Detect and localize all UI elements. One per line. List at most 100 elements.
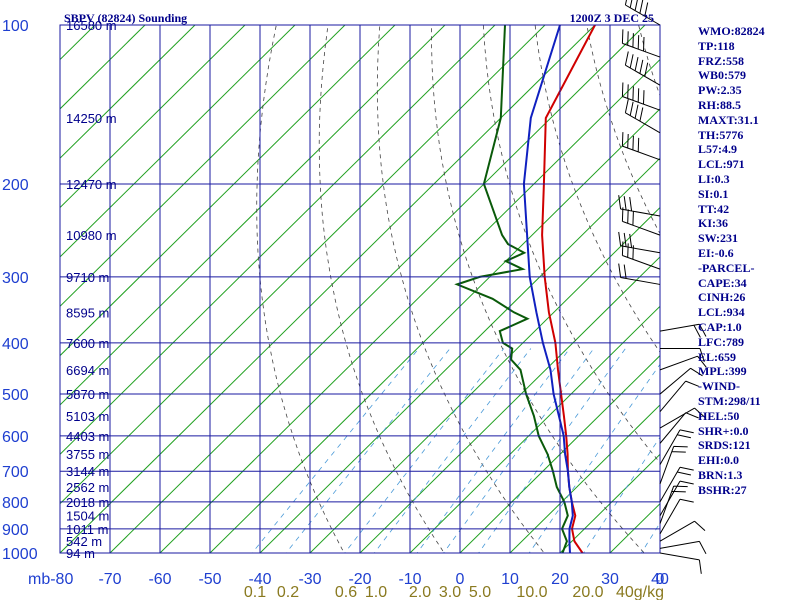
height-label-100: 16580 m — [66, 18, 117, 33]
isotherm--80 — [60, 25, 596, 553]
index-item: HEL:50 — [698, 408, 740, 423]
mixing-ratio-label-4: 2.0 — [409, 584, 431, 600]
dry-adiabat-310 — [431, 25, 645, 553]
index-item: LFC:789 — [698, 334, 744, 349]
wind-barb-11 — [659, 323, 707, 338]
x-tick-20: 20 — [551, 571, 569, 588]
isotherm--130 — [60, 25, 346, 307]
wind-barb-9 — [621, 241, 661, 270]
pressure-tick-100: 100 — [2, 18, 29, 35]
height-label-700: 3144 m — [66, 464, 109, 479]
height-label-600: 4403 m — [66, 429, 109, 444]
index-item: CINH:26 — [698, 290, 746, 305]
pressure-tick-600: 600 — [2, 429, 29, 446]
index-item: SRDS:121 — [698, 438, 751, 453]
chart-time: 1200Z 3 DEC 25 — [570, 11, 654, 25]
isotherm--10 — [409, 305, 660, 553]
index-item: STM:298/11 — [698, 393, 761, 408]
wind-barb-10 — [618, 263, 661, 285]
isotherm-10 — [509, 404, 660, 553]
mixing-ratio-label-3: 1.0 — [365, 584, 387, 600]
height-label-450: 6694 m — [66, 363, 109, 378]
x-tick--20: -20 — [348, 571, 371, 588]
height-label-300: 9710 m — [66, 270, 109, 285]
wind-barb-24 — [659, 520, 706, 542]
index-item: SI:0.1 — [698, 186, 729, 201]
mixing-ratio-label-1: 0.2 — [277, 584, 299, 600]
height-label-850: 1504 m — [66, 509, 109, 524]
index-item: TT:42 — [698, 201, 730, 216]
pressure-tick-300: 300 — [2, 270, 29, 287]
index-item: LCL:934 — [698, 305, 745, 320]
index-item: MPL:399 — [698, 364, 747, 379]
mixing-ratio-line-3 — [373, 348, 532, 553]
wind-barb-25 — [659, 540, 707, 555]
wind-barb-23 — [659, 498, 694, 535]
height-label-650: 3755 m — [66, 447, 109, 462]
index-item: RH:88.5 — [698, 97, 741, 112]
mixing-ratio-line-4 — [416, 348, 571, 553]
x-tick-40: 40 — [651, 571, 669, 588]
height-label-500: 5870 m — [66, 387, 109, 402]
pressure-tick-800: 800 — [2, 495, 29, 512]
pressure-tick-1000: 1000 — [2, 546, 38, 563]
mixing-ratio-line-5 — [443, 348, 595, 553]
index-item: TP:118 — [698, 38, 735, 53]
height-label-800: 2018 m — [66, 495, 109, 510]
height-label-750: 2562 m — [66, 480, 109, 495]
height-label-150: 14250 m — [66, 111, 117, 126]
wind-barb-22 — [659, 485, 688, 524]
index-item: -WIND- — [698, 379, 740, 394]
isotherm--90 — [60, 25, 546, 505]
mixing-ratio-label-5: 3.0 — [439, 584, 461, 600]
mixing-ratio-label-2: 0.6 — [335, 584, 357, 600]
mixing-ratio-line-1 — [285, 348, 451, 553]
dry-adiabat-250 — [256, 25, 345, 553]
x-tick-0: 0 — [456, 571, 465, 588]
dry-adiabat-350 — [534, 25, 660, 353]
index-item: EL:659 — [698, 349, 737, 364]
isotherm-20 — [559, 453, 660, 553]
pressure-tick-500: 500 — [2, 387, 29, 404]
index-item: CAPE:34 — [698, 275, 747, 290]
x-tick-30: 30 — [601, 571, 619, 588]
dry-adiabat-270 — [318, 25, 445, 553]
pressure-tick-200: 200 — [2, 177, 29, 194]
isotherm--40 — [259, 157, 660, 553]
wind-barb-4 — [624, 98, 661, 134]
index-item: KI:36 — [698, 216, 728, 231]
wind-barb-0 — [624, 0, 661, 26]
isotherm--140 — [60, 25, 296, 258]
wind-barb-3 — [621, 82, 661, 111]
height-label-200: 12470 m — [66, 177, 117, 192]
mixing-ratio-label-9: 40g/kg — [616, 584, 664, 600]
index-item: CAP:1.0 — [698, 319, 742, 334]
x-tick--10: -10 — [398, 571, 421, 588]
index-item: L57:4.9 — [698, 142, 737, 157]
height-label-250: 10980 m — [66, 228, 117, 243]
wind-barb-19 — [659, 445, 688, 485]
wind-barb-14 — [659, 367, 703, 395]
wind-barb-26 — [659, 552, 702, 574]
mixing-ratio-label-0: 0.1 — [244, 584, 266, 600]
chart-title: SBPV (82824) Sounding — [64, 11, 187, 25]
isotherm--60 — [159, 58, 660, 553]
wind-barb-16 — [659, 407, 706, 429]
height-label-950: 542 m — [66, 534, 102, 549]
index-item: WMO:82824 — [698, 24, 765, 38]
isotherm--50 — [209, 108, 660, 553]
isotherm--110 — [60, 25, 446, 406]
mixing-ratio-label-7: 10.0 — [516, 584, 547, 600]
height-label-900: 1011 m — [66, 522, 108, 537]
index-item: BRN:1.3 — [698, 467, 743, 482]
wind-barb-12 — [659, 348, 705, 363]
height-label-400: 7600 m — [66, 336, 109, 351]
index-item: BSHR:27 — [698, 482, 747, 497]
wind-barb-17 — [659, 412, 699, 444]
indices-panel: WMO:82824 TP:118 FRZ:558 WB0:579 PW:2.35 RH:8… — [698, 24, 798, 498]
index-item: SW:231 — [698, 231, 739, 246]
isotherm--30 — [309, 206, 660, 553]
wind-barb-2 — [624, 51, 661, 86]
pressure-tick-900: 900 — [2, 522, 29, 539]
isotherm--120 — [60, 25, 396, 357]
